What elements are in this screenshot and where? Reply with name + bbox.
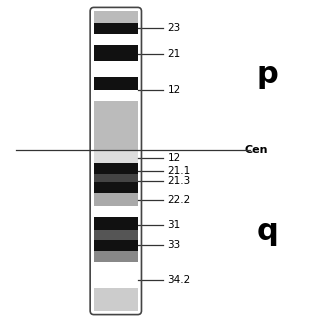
Text: p: p [257, 60, 278, 89]
Text: q: q [257, 217, 278, 246]
Bar [94, 23, 138, 34]
Bar [94, 217, 138, 230]
Text: 21.3: 21.3 [167, 176, 191, 186]
Text: 12: 12 [167, 85, 181, 95]
Bar [94, 193, 138, 206]
Bar [94, 206, 138, 217]
Bar [94, 61, 138, 77]
Bar [94, 262, 138, 288]
Bar [94, 182, 138, 193]
Bar [94, 174, 138, 182]
Text: 34.2: 34.2 [167, 275, 191, 285]
Bar [94, 101, 138, 150]
Text: 23: 23 [167, 23, 181, 33]
Bar [94, 163, 138, 174]
Text: Cen: Cen [244, 145, 268, 155]
Text: 21.1: 21.1 [167, 166, 191, 176]
Text: 31: 31 [167, 220, 181, 231]
Bar [94, 240, 138, 251]
Bar [94, 45, 138, 61]
Bar [94, 230, 138, 240]
Text: 33: 33 [167, 240, 181, 251]
Bar [94, 34, 138, 45]
Bar [94, 77, 138, 90]
Bar [94, 251, 138, 262]
Bar [94, 90, 138, 101]
Text: 21: 21 [167, 49, 181, 59]
Text: 12: 12 [167, 153, 181, 163]
Bar [94, 11, 138, 23]
Bar [94, 288, 138, 311]
Bar [94, 150, 138, 163]
Text: 22.2: 22.2 [167, 195, 191, 205]
